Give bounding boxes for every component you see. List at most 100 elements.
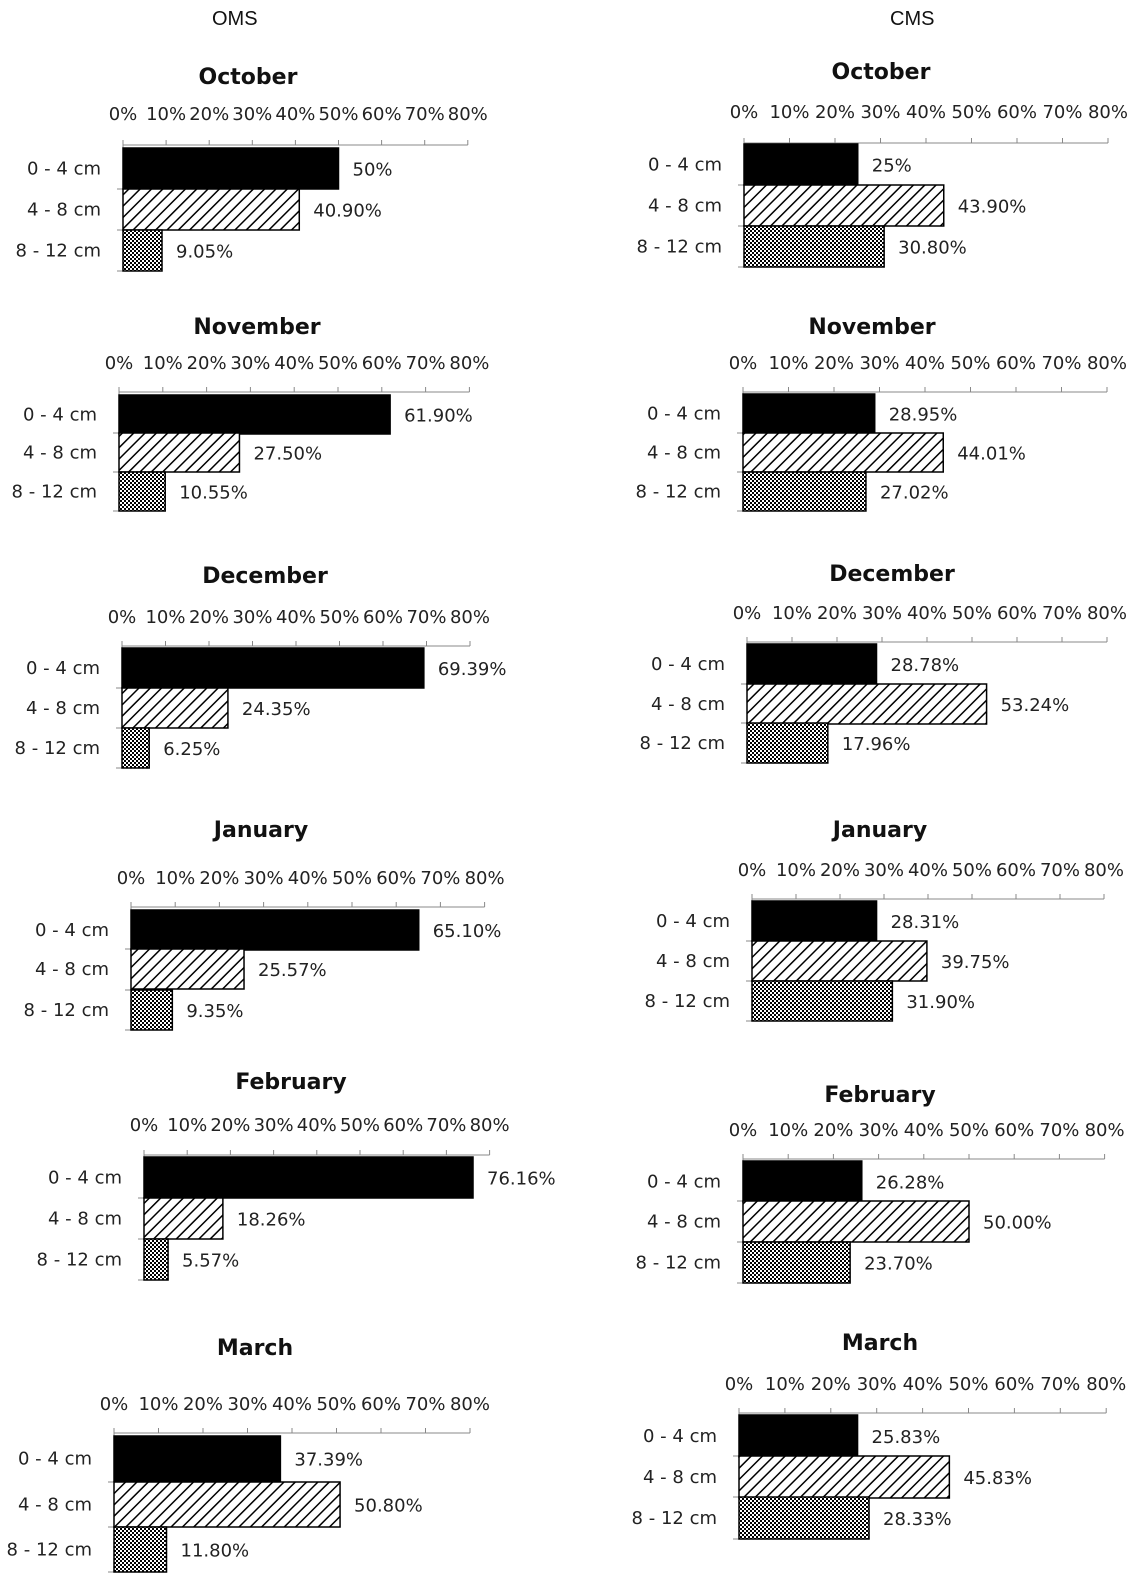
- cms-january-bar: [751, 900, 878, 942]
- cms-january-title: January: [831, 818, 927, 843]
- oms-december-bar: [121, 647, 425, 689]
- cms-january-tick-label: 0%: [738, 860, 767, 881]
- oms-january-title: January: [212, 818, 308, 843]
- oms-february-tick-label: 70%: [426, 1115, 466, 1136]
- oms-february-bar: [143, 1238, 169, 1281]
- cms-february-tick-label: 30%: [859, 1120, 899, 1141]
- cms-october-title: October: [832, 60, 931, 85]
- oms-february-tick-label: 30%: [254, 1115, 294, 1136]
- oms-december-tick-label: 30%: [232, 607, 272, 628]
- cms-march-category-label: 4 - 8 cm: [643, 1467, 717, 1488]
- oms-january-chart: January 0% 10% 20% 30% 40% 50% 60% 70% 80% 0 - 4 c…: [24, 818, 505, 1031]
- oms-december-bar: [121, 687, 229, 729]
- cms-february-bar: [742, 1160, 863, 1203]
- cms-november-tick-label: 40%: [905, 353, 945, 374]
- cms-january-tick-label: 50%: [952, 860, 992, 881]
- oms-january-tick-label: 20%: [199, 868, 239, 889]
- cms-february-category-label: 4 - 8 cm: [647, 1212, 721, 1233]
- cms-january-chart: January 0% 10% 20% 30% 40% 50% 60% 70% 80% 0 - 4 c…: [645, 818, 1124, 1022]
- oms-january-bar: [130, 948, 245, 990]
- cms-january-data-label: 39.75%: [941, 952, 1010, 973]
- oms-january-tick-label: 50%: [332, 868, 372, 889]
- oms-march-tick-label: 40%: [272, 1394, 312, 1415]
- oms-november-title: November: [193, 315, 320, 340]
- cms-december-bar: [746, 722, 829, 764]
- cms-march-tick-label: 70%: [1040, 1374, 1080, 1395]
- oms-november-tick-label: 50%: [318, 353, 358, 374]
- oms-october-tick-label: 10%: [146, 104, 186, 125]
- oms-december-category-label: 4 - 8 cm: [26, 698, 100, 719]
- cms-february-tick-label: 0%: [729, 1120, 758, 1141]
- oms-december-bar: [121, 727, 150, 769]
- cms-december-tick-label: 30%: [862, 603, 902, 624]
- cms-march-data-label: 25.83%: [872, 1427, 941, 1448]
- oms-january-data-label: 25.57%: [258, 960, 327, 981]
- cms-november-category-label: 8 - 12 cm: [636, 482, 721, 503]
- cms-february-data-label: 26.28%: [876, 1173, 945, 1194]
- cms-february-chart: February 0% 10% 20% 30% 40% 50% 60% 70% 80% 0 - 4 …: [636, 1083, 1125, 1284]
- oms-february-chart: February 0% 10% 20% 30% 40% 50% 60% 70% 80% 0 - 4 …: [37, 1070, 556, 1281]
- cms-october-data-label: 25%: [872, 156, 912, 177]
- oms-december-title: December: [202, 564, 328, 589]
- cms-february-data-label: 23.70%: [864, 1254, 933, 1275]
- cms-november-data-label: 28.95%: [889, 405, 958, 426]
- cms-november-bar: [742, 471, 867, 512]
- cms-february-bar: [742, 1241, 851, 1284]
- cms-october-bar: [743, 225, 885, 268]
- oms-march-data-label: 50.80%: [354, 1496, 423, 1517]
- cms-january-tick-label: 30%: [864, 860, 904, 881]
- cms-december-chart: December 0% 10% 20% 30% 40% 50% 60% 70% 80% 0 - 4 …: [640, 562, 1127, 764]
- cms-march-category-label: 8 - 12 cm: [632, 1508, 717, 1529]
- cms-december-category-label: 0 - 4 cm: [651, 654, 725, 675]
- cms-january-bar: [751, 940, 928, 982]
- cms-march-tick-label: 80%: [1086, 1374, 1126, 1395]
- oms-december-tick-label: 10%: [145, 607, 185, 628]
- cms-december-data-label: 17.96%: [842, 734, 911, 755]
- oms-november-bar: [118, 394, 391, 435]
- cms-october-tick-label: 30%: [860, 102, 900, 123]
- cms-november-tick-label: 70%: [1041, 353, 1081, 374]
- oms-february-tick-label: 40%: [297, 1115, 337, 1136]
- cms-november-category-label: 4 - 8 cm: [647, 443, 721, 464]
- oms-october-tick-label: 60%: [362, 104, 402, 125]
- oms-november-tick-label: 10%: [143, 353, 183, 374]
- cms-october-category-label: 4 - 8 cm: [648, 196, 722, 217]
- cms-january-category-label: 8 - 12 cm: [645, 991, 730, 1012]
- cms-january-data-label: 31.90%: [906, 992, 975, 1013]
- oms-october-tick-label: 20%: [189, 104, 229, 125]
- oms-december-data-label: 6.25%: [163, 739, 220, 760]
- oms-january-bar: [130, 989, 174, 1031]
- cms-march-tick-label: 40%: [903, 1374, 943, 1395]
- cms-march-tick-label: 20%: [811, 1374, 851, 1395]
- cms-december-tick-label: 60%: [997, 603, 1037, 624]
- oms-february-category-label: 0 - 4 cm: [48, 1168, 122, 1189]
- cms-october-category-label: 0 - 4 cm: [648, 155, 722, 176]
- cms-october-tick-label: 10%: [769, 102, 809, 123]
- cms-october-category-label: 8 - 12 cm: [637, 237, 722, 258]
- oms-october-data-label: 9.05%: [176, 242, 233, 263]
- cms-march-tick-label: 10%: [765, 1374, 805, 1395]
- oms-december-data-label: 69.39%: [438, 659, 507, 680]
- oms-october-title: October: [199, 65, 298, 90]
- oms-february-category-label: 8 - 12 cm: [37, 1250, 122, 1271]
- cms-february-tick-label: 70%: [1039, 1120, 1079, 1141]
- cms-january-data-label: 28.31%: [891, 912, 960, 933]
- oms-december-category-label: 8 - 12 cm: [15, 738, 100, 759]
- column-header-cms: CMS: [890, 8, 935, 30]
- oms-november-category-label: 4 - 8 cm: [23, 443, 97, 464]
- cms-december-tick-label: 40%: [907, 603, 947, 624]
- cms-february-tick-label: 80%: [1085, 1120, 1125, 1141]
- oms-november-data-label: 61.90%: [404, 406, 473, 427]
- cms-october-chart: October 0% 10% 20% 30% 40% 50% 60% 70% 80% 0 - 4 c…: [637, 60, 1128, 268]
- oms-december-tick-label: 70%: [406, 607, 446, 628]
- oms-march-data-label: 37.39%: [294, 1450, 363, 1471]
- cms-december-tick-label: 10%: [772, 603, 812, 624]
- oms-march-category-label: 4 - 8 cm: [18, 1495, 92, 1516]
- cms-november-tick-label: 80%: [1087, 353, 1127, 374]
- oms-october-tick-label: 30%: [232, 104, 272, 125]
- oms-october-tick-label: 70%: [405, 104, 445, 125]
- oms-march-tick-label: 10%: [138, 1394, 178, 1415]
